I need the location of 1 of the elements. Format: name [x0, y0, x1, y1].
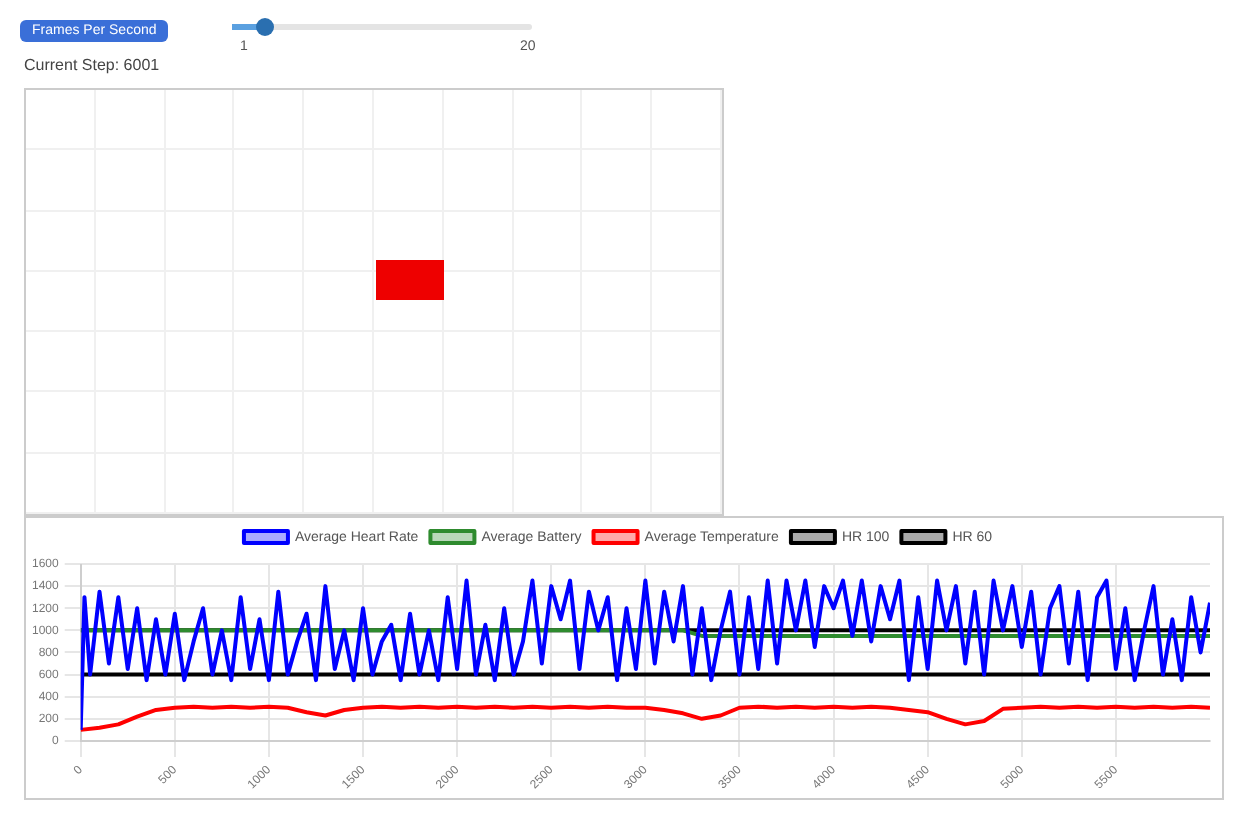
text: Current Step: 6001 [24, 56, 160, 74]
